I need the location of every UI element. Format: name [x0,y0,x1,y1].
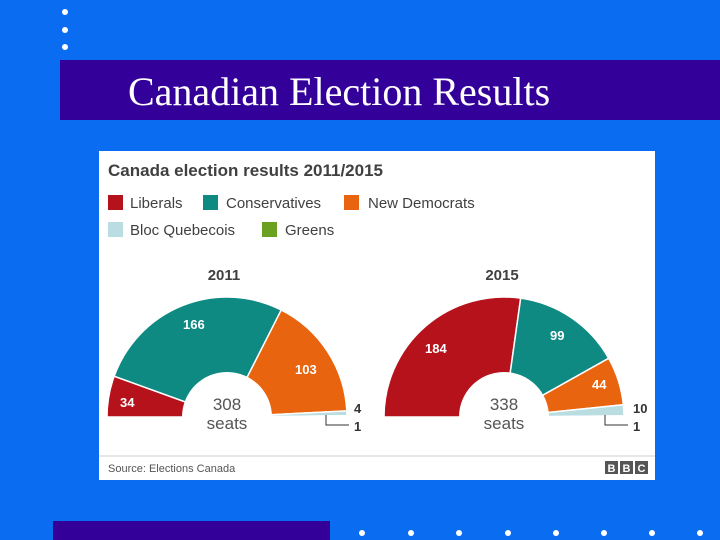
legend-label-bloc-quebecois: Bloc Quebecois [130,222,235,239]
svg-text:B: B [623,463,631,475]
slide-title: Canadian Election Results [128,69,551,114]
decor-dot [649,530,655,536]
bbc-logo: B B C [605,461,648,475]
decor-dot [408,530,414,536]
svg-text:C: C [638,463,646,475]
legend-label-conservatives: Conservatives [226,195,321,212]
legend-label-liberals: Liberals [130,195,183,212]
legend-label-new-democrats: New Democrats [368,195,475,212]
seats-unit-2015: seats [484,414,525,433]
chart-panel: Canada election results 2011/2015 Libera… [99,151,655,480]
data-label-2015-greens: 1 [633,419,640,434]
total-seats-2011: 308 [213,395,241,414]
year-label-2015: 2015 [485,267,518,284]
data-label-2015-bloc-quebecois: 10 [633,401,647,416]
legend-label-greens: Greens [285,222,334,239]
legend-swatch-liberals [108,195,123,210]
data-label-2015-liberals: 184 [425,341,447,356]
decor-dot [62,9,68,15]
data-label-2011-greens: 1 [354,419,361,434]
election-chart: Canada election results 2011/2015 Libera… [99,161,655,475]
data-label-2011-new-democrats: 103 [295,362,317,377]
chart-title: Canada election results 2011/2015 [108,161,383,180]
footer-band [53,521,330,540]
decor-dot [601,530,607,536]
center-hub-2011 [182,372,272,462]
legend-swatch-new-democrats [344,195,359,210]
legend-swatch-greens [262,222,277,237]
leader-line-2015 [604,415,628,426]
year-label-2011: 2011 [208,267,241,284]
data-label-2015-new-democrats: 44 [592,377,607,392]
svg-text:B: B [608,463,616,475]
decor-dot [505,530,511,536]
legend-swatch-conservatives [203,195,218,210]
decor-dot [62,27,68,33]
leader-line-2011 [325,415,349,426]
decor-dot [62,44,68,50]
data-label-2015-conservatives: 99 [550,328,564,343]
decor-dot [456,530,462,536]
data-label-2011-liberals: 34 [120,395,135,410]
center-hub-2015 [459,372,549,462]
data-label-2011-bloc-quebecois: 4 [354,401,362,416]
title-band [60,60,720,120]
decor-dot [359,530,365,536]
data-label-2011-conservatives: 166 [183,317,205,332]
seats-unit-2011: seats [207,414,248,433]
source-note: Source: Elections Canada [108,463,236,475]
legend-swatch-bloc-quebecois [108,222,123,237]
total-seats-2015: 338 [490,395,518,414]
decor-dot [553,530,559,536]
decor-dot [697,530,703,536]
